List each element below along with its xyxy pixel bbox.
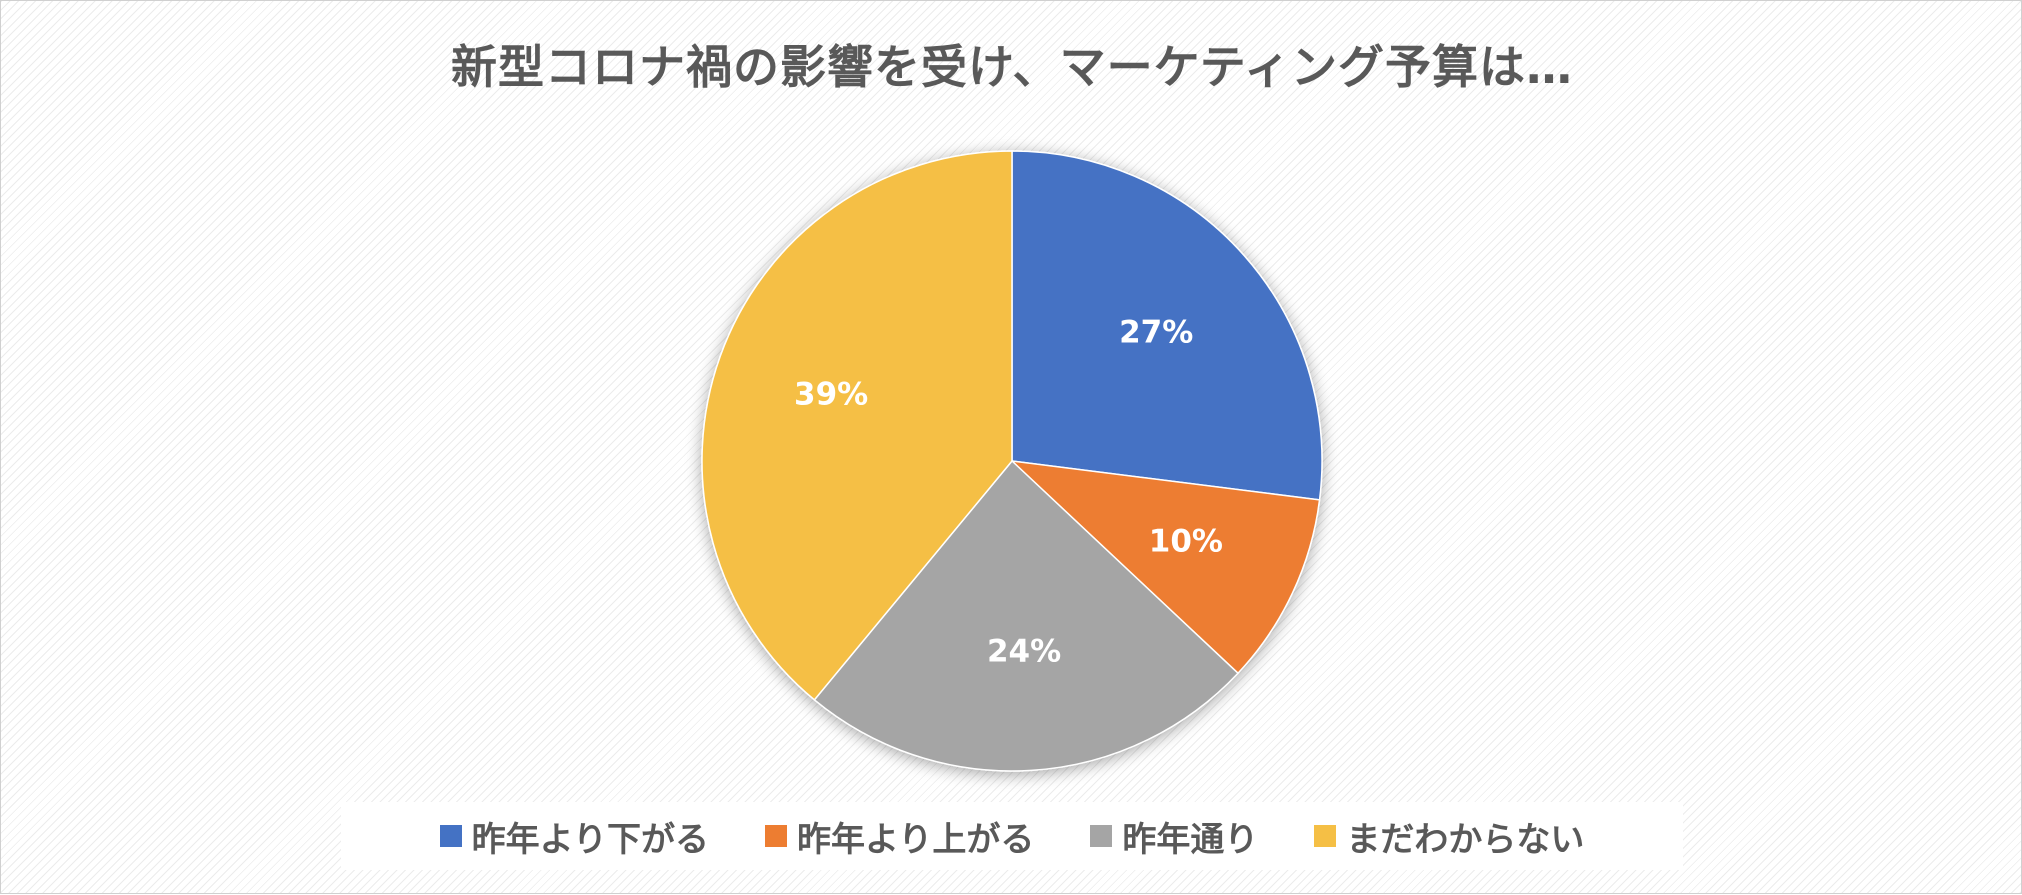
legend-label: 昨年より下がる [471,819,709,860]
legend-item: 昨年通り [1090,812,1258,861]
legend-label: まだわからない [1346,819,1585,860]
pie-slice-1 [1009,459,1321,675]
slice-data-label: 10% [1149,523,1223,559]
legend-swatch-up [765,825,787,847]
slice-data-label: 27% [1119,314,1193,350]
legend-label: 昨年より上がる [797,819,1035,860]
legend-swatch-unknown [1314,825,1337,847]
chart-title: 新型コロナ禍の影響を受け、マーケティング予算は… [450,40,1574,94]
slice-data-label: 24% [987,633,1061,669]
slice-data-label: 39% [794,376,868,412]
legend-item: まだわからない [1314,812,1584,861]
legend-item: 昨年より下がる [439,812,709,861]
legend-label: 昨年通り [1122,819,1259,860]
legend: 昨年より下がる 昨年より上がる 昨年通り まだわからない [341,802,1683,870]
pie-slice-0 [1011,150,1323,501]
legend-item: 昨年より上がる [765,812,1034,861]
pie-slice-2 [813,459,1240,772]
legend-swatch-down [439,825,462,847]
pie-slice-3 [701,150,1013,701]
legend-swatch-same [1090,825,1113,847]
